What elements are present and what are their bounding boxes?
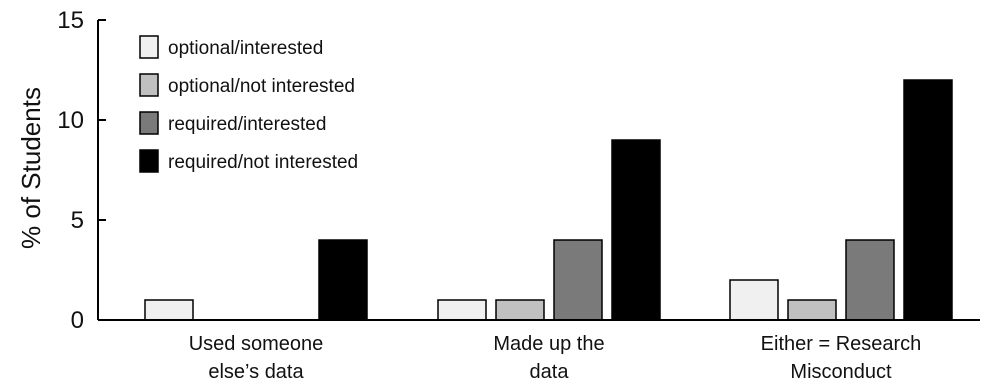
legend-swatch: [139, 35, 159, 59]
legend-swatch: [139, 149, 159, 173]
axes-group: [97, 20, 980, 321]
bar-4-cat-2: [611, 139, 661, 321]
x-category-label: Made up the: [493, 333, 604, 355]
y-ticks-group: 0 5 10 15: [57, 7, 106, 334]
bar-4-cat-1: [318, 239, 368, 321]
legend-label: required/not interested: [168, 152, 358, 173]
x-category-label: Used someone: [189, 333, 324, 355]
category-labels-group: Used someone else’s data Made up the data Ei…: [189, 333, 922, 383]
bar-4-cat-3: [903, 79, 953, 321]
legend-label: optional/interested: [168, 38, 323, 59]
legend-label: optional/not interested: [168, 76, 355, 97]
y-tick-label: 15: [57, 7, 84, 34]
y-tick-label: 10: [57, 107, 84, 134]
bar-1-cat-3: [729, 279, 779, 321]
legend: optional/interested optional/not interest…: [139, 35, 358, 173]
y-tick-label: 5: [71, 207, 84, 234]
x-category-label: data: [530, 361, 570, 383]
bar-2-cat-2: [495, 299, 545, 321]
bar-3-cat-3: [845, 239, 895, 321]
x-category-label: Either = Research: [761, 333, 922, 355]
legend-swatch: [139, 73, 159, 97]
x-category-label: else’s data: [208, 361, 304, 383]
y-axis-label: % of Students: [16, 87, 46, 249]
bar-3-cat-2: [553, 239, 603, 321]
bar-2-cat-3: [787, 299, 837, 321]
y-tick-label: 0: [71, 307, 84, 334]
bar-1-cat-2: [437, 299, 487, 321]
legend-label: required/interested: [168, 114, 326, 135]
x-category-label: Misconduct: [790, 361, 892, 383]
legend-swatch: [139, 111, 159, 135]
bar-1-cat-1: [144, 299, 194, 321]
